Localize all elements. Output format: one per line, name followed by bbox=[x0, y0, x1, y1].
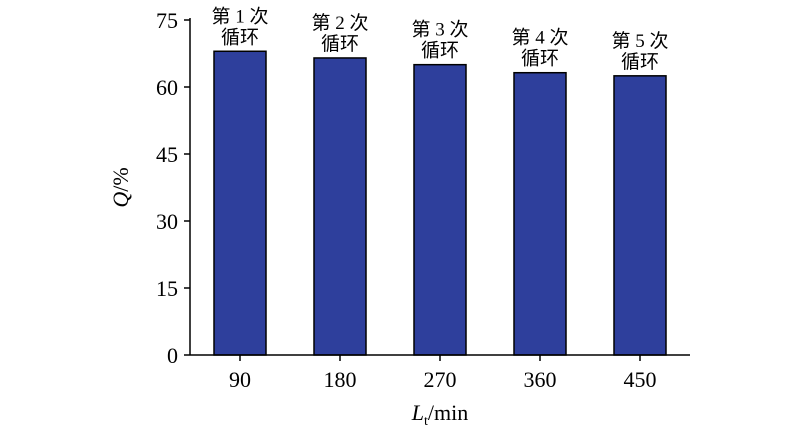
bar-label-360-line-1: 第 4 次 bbox=[511, 27, 568, 49]
bar-180 bbox=[313, 57, 367, 356]
bar-label-270-line-2: 循环 bbox=[421, 40, 459, 62]
bar-270 bbox=[413, 63, 467, 356]
y-tick-label-15: 15 bbox=[156, 276, 178, 301]
bar-label-180-line-2: 循环 bbox=[321, 33, 359, 55]
x-tick-label-360: 360 bbox=[524, 367, 557, 392]
y-tick-label-45: 45 bbox=[156, 142, 178, 167]
y-axis-title-suffix: /% bbox=[108, 167, 133, 191]
y-axis-title: Q/% bbox=[108, 167, 133, 207]
bar-360 bbox=[513, 71, 567, 356]
x-axis-title-main: L bbox=[411, 400, 424, 425]
y-tick-label-75: 75 bbox=[156, 8, 178, 33]
bar-label-270-line-1: 第 3 次 bbox=[411, 19, 468, 41]
y-tick-label-0: 0 bbox=[167, 343, 178, 368]
y-ticks-group: 0 15 30 45 60 75 bbox=[156, 8, 190, 368]
x-axis-title: Lt/min bbox=[411, 400, 468, 429]
bar-label-90-line-1: 第 1 次 bbox=[211, 5, 268, 27]
y-tick-label-30: 30 bbox=[156, 209, 178, 234]
bar-label-360-line-2: 循环 bbox=[521, 48, 559, 70]
x-axis-title-subscript: t bbox=[424, 414, 428, 429]
y-tick-label-60: 60 bbox=[156, 75, 178, 100]
bar-450 bbox=[613, 75, 667, 356]
x-axis-title-suffix: /min bbox=[428, 400, 468, 425]
bar-label-180-line-1: 第 2 次 bbox=[311, 12, 368, 34]
y-axis-title-main: Q bbox=[108, 192, 133, 208]
x-tick-label-270: 270 bbox=[424, 367, 457, 392]
bars-group bbox=[213, 50, 667, 356]
x-tick-label-90: 90 bbox=[229, 367, 251, 392]
x-ticks-group: 90 180 270 360 450 bbox=[229, 355, 657, 392]
x-tick-label-180: 180 bbox=[324, 367, 357, 392]
bar-label-90-line-2: 循环 bbox=[221, 26, 259, 48]
bar-90 bbox=[213, 50, 267, 356]
x-tick-label-450: 450 bbox=[624, 367, 657, 392]
bar-label-450-line-1: 第 5 次 bbox=[611, 30, 668, 52]
bar-label-450-line-2: 循环 bbox=[621, 51, 659, 73]
